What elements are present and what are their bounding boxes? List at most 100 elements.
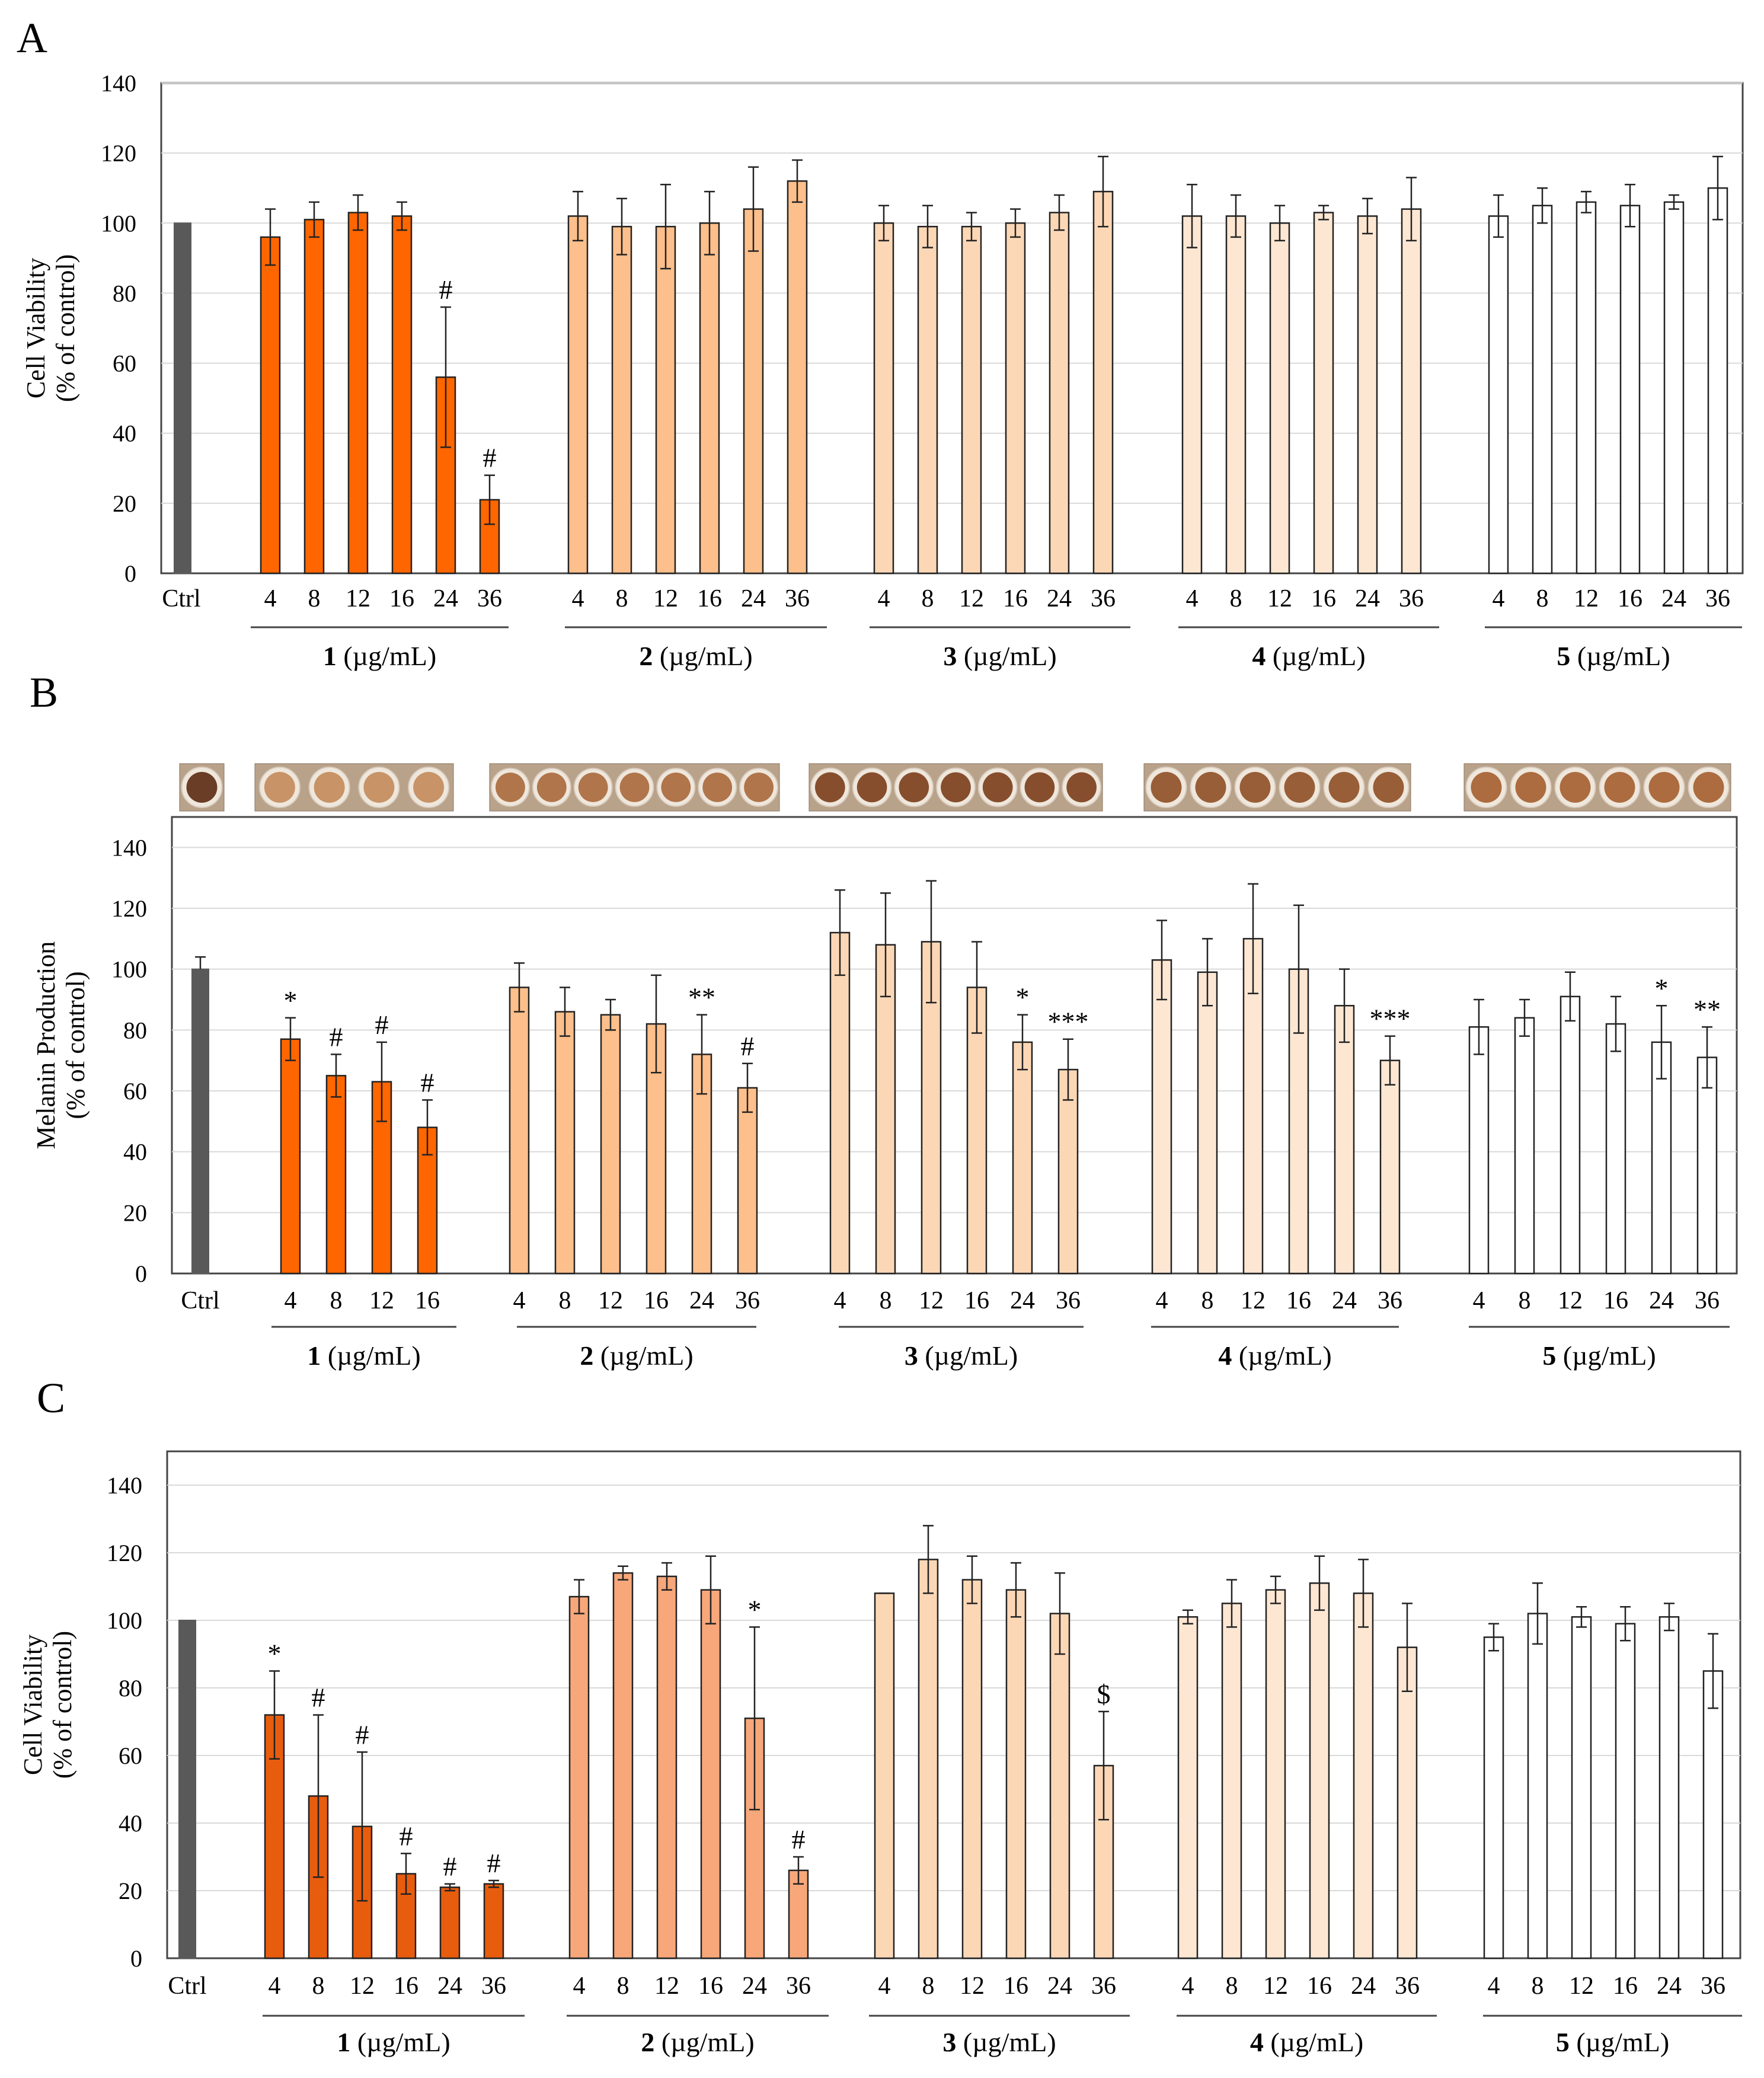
x-tick-label: 36	[481, 1972, 506, 2000]
bar-group-5-dose-16	[1605, 1023, 1626, 1275]
significance-marker: **	[1693, 994, 1721, 1024]
group-unit: (µg/mL)	[1264, 2027, 1363, 2057]
well-melanin	[1560, 772, 1591, 803]
bar-ctrl	[191, 968, 209, 1274]
x-tick-label: 12	[598, 1287, 623, 1314]
bar-group-4-dose-8	[1221, 1603, 1242, 1959]
bar-group-1-dose-4	[280, 1038, 301, 1275]
bar-group-2-dose-4	[568, 1595, 590, 1959]
y-tick-label: 140	[111, 834, 147, 861]
group-number: 1	[337, 2027, 350, 2057]
x-tick-label: 4	[878, 1972, 891, 2000]
bar-group-3-dose-12	[961, 225, 982, 574]
group-unit: (µg/mL)	[1266, 641, 1365, 671]
x-tick-label: 24	[1010, 1287, 1035, 1314]
panel-c: C 0 20 40 60 80 100 120 140 Cell Viability (% of …	[18, 1374, 1742, 2057]
group-unit: (µg/mL)	[337, 641, 436, 671]
x-tick-label: 24	[437, 1972, 462, 2000]
group-number: 2	[580, 1340, 593, 1371]
x-tick-ctrl: Ctrl	[168, 1972, 206, 2000]
significance-marker: #	[421, 1067, 434, 1097]
x-tick-label: 4	[572, 585, 584, 612]
bar-group-5-dose-12	[1576, 201, 1597, 574]
bar-group-3-dose-8	[918, 1559, 939, 1959]
significance-marker: #	[356, 1719, 369, 1750]
bar-group-1-dose-24	[435, 376, 456, 574]
y-tick-label: 20	[123, 1199, 147, 1226]
y-tick-label: 40	[113, 420, 136, 447]
y-tick-label: 0	[124, 560, 136, 587]
y-tick-label: 100	[111, 956, 147, 983]
bar-group-1-dose-8	[325, 1075, 347, 1275]
well-melanin	[1151, 772, 1182, 803]
y-tick-label: 0	[130, 1945, 142, 1972]
significance-marker: ***	[1370, 1004, 1411, 1034]
significance-marker: #	[487, 1848, 501, 1878]
well-melanin	[1373, 772, 1404, 803]
significance-marker: *	[748, 1594, 762, 1624]
x-tick-label: 8	[1532, 1972, 1544, 2000]
x-tick-label: 16	[1311, 585, 1336, 612]
bar-group-2-dose-4	[509, 987, 530, 1275]
x-tick-label: 24	[1657, 1972, 1682, 2000]
bar-group-4-dose-12	[1265, 1589, 1286, 1959]
x-tick-label: 36	[1399, 585, 1424, 612]
x-tick-label: 4	[264, 585, 277, 612]
x-tick-label: 8	[1536, 585, 1549, 612]
group-label-5: 5 (µg/mL)	[1556, 2027, 1669, 2057]
bar-group-4-dose-8	[1197, 971, 1218, 1275]
y-tick-label: 120	[111, 895, 147, 922]
bar-group-3-dose-4	[874, 1592, 895, 1959]
group-number: 1	[323, 641, 337, 671]
y-axis-label-unit: (% of control)	[51, 254, 80, 402]
x-tick-label: 12	[350, 1972, 375, 2000]
bar-group-2-dose-16	[700, 1589, 721, 1959]
x-tick-label: 16	[1003, 585, 1028, 612]
x-tick-label: 8	[880, 1287, 892, 1314]
well-melanin	[857, 772, 887, 803]
x-tick-label: 4	[834, 1287, 846, 1314]
x-tick-label: 12	[369, 1287, 394, 1314]
x-tick-label: 4	[1186, 585, 1199, 612]
x-tick-label: 16	[644, 1287, 669, 1314]
bar-group-1-dose-12	[347, 212, 369, 574]
bar-group-4-dose-36	[1396, 1646, 1418, 1959]
bar-group-3-dose-36	[1057, 1068, 1079, 1275]
x-tick-label: 4	[285, 1287, 297, 1314]
significance-marker: #	[443, 1852, 457, 1882]
group-label-2: 2 (µg/mL)	[641, 2027, 754, 2057]
group-label-4: 4 (µg/mL)	[1250, 2027, 1363, 2057]
bar-group-1-dose-8	[303, 219, 325, 574]
bar-group-3-dose-36	[1092, 190, 1114, 574]
bar-group-1-dose-4	[260, 236, 281, 574]
bar-group-5-dose-4	[1488, 215, 1509, 574]
well-melanin	[1515, 772, 1546, 803]
bar-group-2-dose-12	[655, 225, 676, 574]
significance-marker: #	[741, 1031, 755, 1061]
significance-marker: $	[1097, 1679, 1111, 1709]
bar-group-3-dose-24	[1049, 212, 1070, 574]
x-tick-label: 24	[1661, 585, 1686, 612]
group-unit: (µg/mL)	[350, 2027, 450, 2057]
well-melanin	[578, 773, 608, 802]
bar-group-1-dose-36	[483, 1883, 504, 1959]
bar-group-1-dose-16	[391, 215, 413, 574]
significance-marker: #	[483, 443, 497, 473]
group-unit: (µg/mL)	[1570, 641, 1670, 671]
y-axis-label: Melanin Production	[31, 941, 60, 1150]
x-tick-label: 8	[1519, 1287, 1531, 1314]
x-tick-label: 8	[330, 1287, 343, 1314]
significance-marker: *	[1016, 982, 1030, 1013]
group-number: 5	[1556, 2027, 1570, 2057]
group-label-4: 4 (µg/mL)	[1218, 1340, 1331, 1371]
significance-marker: #	[400, 1821, 413, 1851]
x-tick-label: 24	[1047, 1972, 1072, 2000]
x-tick-label: 36	[1695, 1287, 1720, 1314]
group-unit: (µg/mL)	[1570, 2027, 1669, 2057]
well-melanin	[536, 773, 567, 802]
bar-group-5-dose-24	[1658, 1616, 1680, 1959]
group-unit: (µg/mL)	[321, 1340, 420, 1371]
x-tick-label: 8	[617, 1972, 629, 2000]
x-tick-label: 16	[698, 1972, 723, 2000]
bar-group-5-dose-36	[1696, 1056, 1718, 1275]
